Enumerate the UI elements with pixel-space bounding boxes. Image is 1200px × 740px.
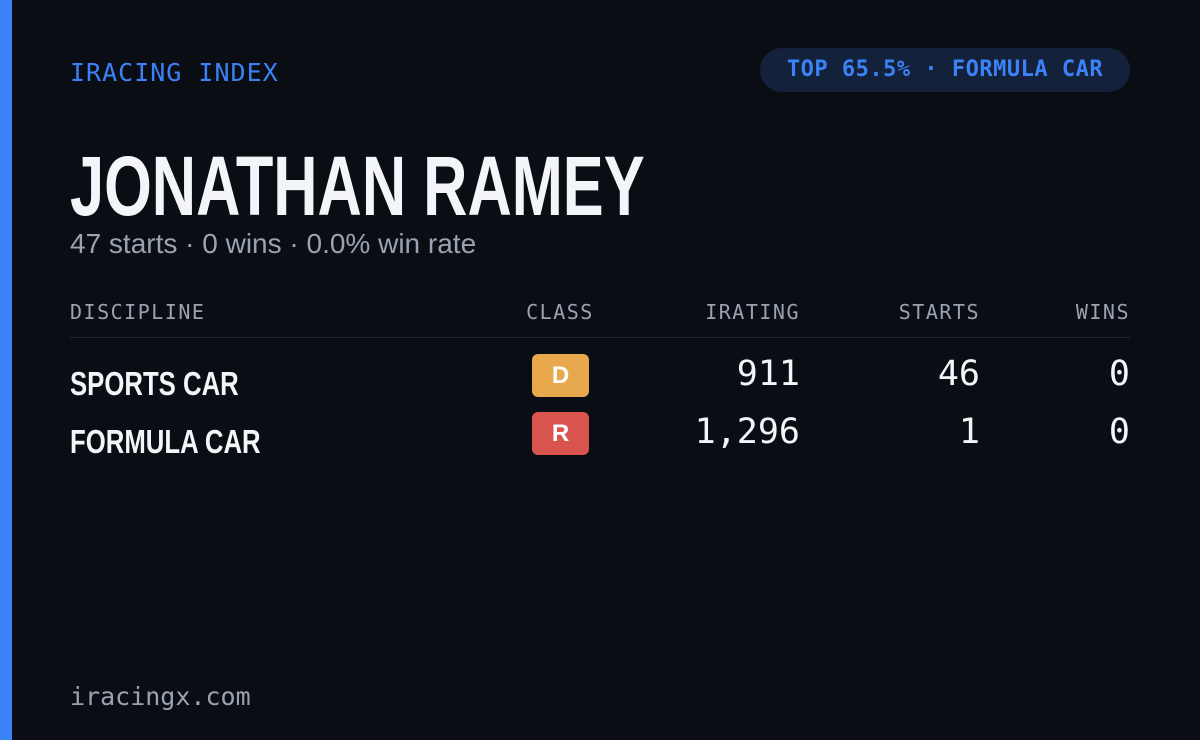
- column-header: CLASS: [526, 300, 594, 324]
- column-header: STARTS: [898, 300, 980, 324]
- column-header: DISCIPLINE: [70, 300, 206, 324]
- starts: 1: [958, 412, 980, 452]
- player-summary: 47 starts · 0 wins · 0.0% win rate: [70, 228, 477, 259]
- player-name: JONATHAN RAMEY: [70, 139, 645, 233]
- wins: 0: [1108, 354, 1130, 394]
- discipline: FORMULA CAR: [70, 423, 261, 460]
- starts: 46: [937, 354, 980, 394]
- class-badge: R: [532, 412, 589, 455]
- irating: 911: [736, 354, 800, 394]
- brand: IRACING INDEX: [70, 58, 279, 87]
- column-header: WINS: [1075, 300, 1130, 324]
- accent-bar: [0, 0, 12, 740]
- discipline: SPORTS CAR: [70, 365, 239, 402]
- column-header: IRATING: [705, 300, 800, 324]
- irating: 1,296: [694, 412, 800, 452]
- divider: [70, 337, 1130, 338]
- site: iracingx.com: [70, 682, 251, 711]
- rank-badge: TOP 65.5% · FORMULA CAR: [760, 48, 1130, 92]
- class-badge: D: [532, 354, 589, 397]
- wins: 0: [1108, 412, 1130, 452]
